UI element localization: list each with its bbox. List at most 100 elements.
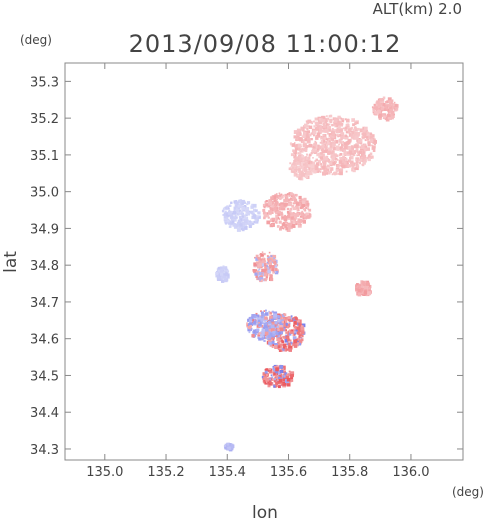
echo-cell bbox=[240, 213, 244, 216]
echo-cell bbox=[342, 118, 345, 120]
echo-cell bbox=[306, 202, 310, 206]
echo-cell bbox=[329, 170, 332, 173]
echo-cell bbox=[367, 154, 371, 158]
echo-cell bbox=[264, 368, 267, 371]
echo-cell bbox=[275, 378, 278, 381]
y-tick-label: 34.7 bbox=[30, 296, 59, 311]
echo-cell bbox=[271, 336, 275, 340]
echo-cell bbox=[286, 221, 288, 224]
echo-cell bbox=[291, 373, 294, 377]
echo-cell bbox=[355, 287, 359, 291]
echo-cell bbox=[327, 125, 331, 130]
echo-cell bbox=[284, 221, 287, 224]
echo-cell bbox=[259, 321, 262, 325]
echo-cell bbox=[273, 372, 276, 375]
echo-cell bbox=[302, 220, 306, 224]
echo-cell bbox=[288, 318, 291, 322]
echo-cell bbox=[272, 271, 275, 274]
echo-cell bbox=[297, 159, 300, 162]
echo-cell bbox=[319, 171, 322, 173]
echo-cell bbox=[340, 117, 343, 120]
echo-cell bbox=[355, 135, 359, 140]
echo-cell bbox=[334, 160, 337, 163]
echo-cell bbox=[333, 140, 336, 143]
echo-cell bbox=[285, 227, 288, 231]
echo-cell bbox=[355, 161, 359, 164]
echo-cell bbox=[303, 131, 307, 135]
x-tick-label: 135.4 bbox=[209, 465, 246, 480]
echo-cell bbox=[280, 202, 284, 206]
echo-cell bbox=[268, 199, 272, 202]
echo-cell bbox=[327, 139, 330, 142]
echo-cell bbox=[272, 338, 275, 341]
echo-cell bbox=[279, 347, 282, 350]
echo-cell bbox=[286, 373, 289, 377]
x-tick-label: 135.2 bbox=[147, 465, 184, 480]
echo-cell bbox=[357, 151, 360, 154]
echo-cell bbox=[379, 98, 383, 102]
echo-cell bbox=[223, 278, 228, 283]
echo-cell bbox=[354, 126, 357, 129]
echo-cell bbox=[275, 193, 278, 195]
echo-cell bbox=[339, 156, 342, 159]
echo-cell bbox=[393, 113, 395, 116]
echo-cell bbox=[301, 219, 304, 222]
echo-cell bbox=[274, 262, 277, 265]
echo-cell bbox=[335, 146, 340, 151]
echo-cell bbox=[360, 156, 365, 161]
echo-cell bbox=[329, 145, 332, 148]
echo-cell bbox=[365, 282, 370, 286]
echo-cell bbox=[357, 289, 361, 293]
echo-cell bbox=[323, 140, 326, 143]
echo-cell bbox=[260, 258, 263, 262]
echo-cell bbox=[235, 209, 239, 213]
echo-cell bbox=[357, 134, 360, 137]
echo-cell bbox=[269, 311, 273, 315]
echo-cell bbox=[268, 201, 272, 206]
echo-cell bbox=[290, 315, 293, 318]
echo-cell bbox=[300, 326, 305, 331]
echo-cell bbox=[355, 290, 358, 293]
echo-cell bbox=[274, 343, 278, 347]
echo-cell bbox=[268, 261, 272, 265]
echo-cell bbox=[327, 150, 331, 155]
echo-cell bbox=[279, 194, 282, 197]
echo-cell bbox=[306, 153, 309, 156]
echo-cell bbox=[318, 146, 322, 149]
echo-cell bbox=[278, 206, 283, 211]
echo-cell bbox=[320, 165, 323, 167]
echo-cell bbox=[237, 205, 240, 208]
echo-cell bbox=[274, 324, 277, 327]
echo-cell bbox=[272, 366, 275, 369]
echo-cell bbox=[254, 265, 257, 268]
echo-cell bbox=[362, 127, 365, 130]
echo-cell bbox=[374, 106, 378, 111]
echo-cell bbox=[290, 216, 294, 220]
echo-cell bbox=[251, 314, 255, 318]
echo-cell bbox=[328, 140, 331, 143]
echo-cell bbox=[322, 160, 325, 162]
echo-cell bbox=[340, 164, 344, 168]
echo-cell bbox=[237, 219, 242, 224]
echo-cell bbox=[330, 152, 334, 156]
echo-cell bbox=[226, 219, 230, 223]
echo-cell bbox=[254, 319, 256, 321]
echo-cell bbox=[241, 228, 245, 232]
echo-cell bbox=[220, 272, 224, 276]
echo-cell bbox=[322, 157, 325, 160]
echo-cell bbox=[278, 315, 281, 318]
echo-cell bbox=[283, 199, 287, 203]
x-axis-unit: (deg) bbox=[452, 485, 484, 499]
echo-cell bbox=[296, 326, 301, 331]
echo-cell bbox=[320, 135, 323, 138]
echo-cell bbox=[276, 375, 279, 379]
echo-cell bbox=[322, 171, 326, 176]
echo-cell bbox=[241, 210, 243, 213]
echo-cell bbox=[265, 368, 269, 372]
echo-cell bbox=[339, 146, 344, 150]
echo-cell bbox=[350, 138, 353, 140]
echo-cell bbox=[281, 340, 285, 344]
y-tick-label: 34.6 bbox=[30, 333, 59, 348]
echo-cell bbox=[278, 324, 283, 328]
echo-cell bbox=[298, 339, 303, 343]
